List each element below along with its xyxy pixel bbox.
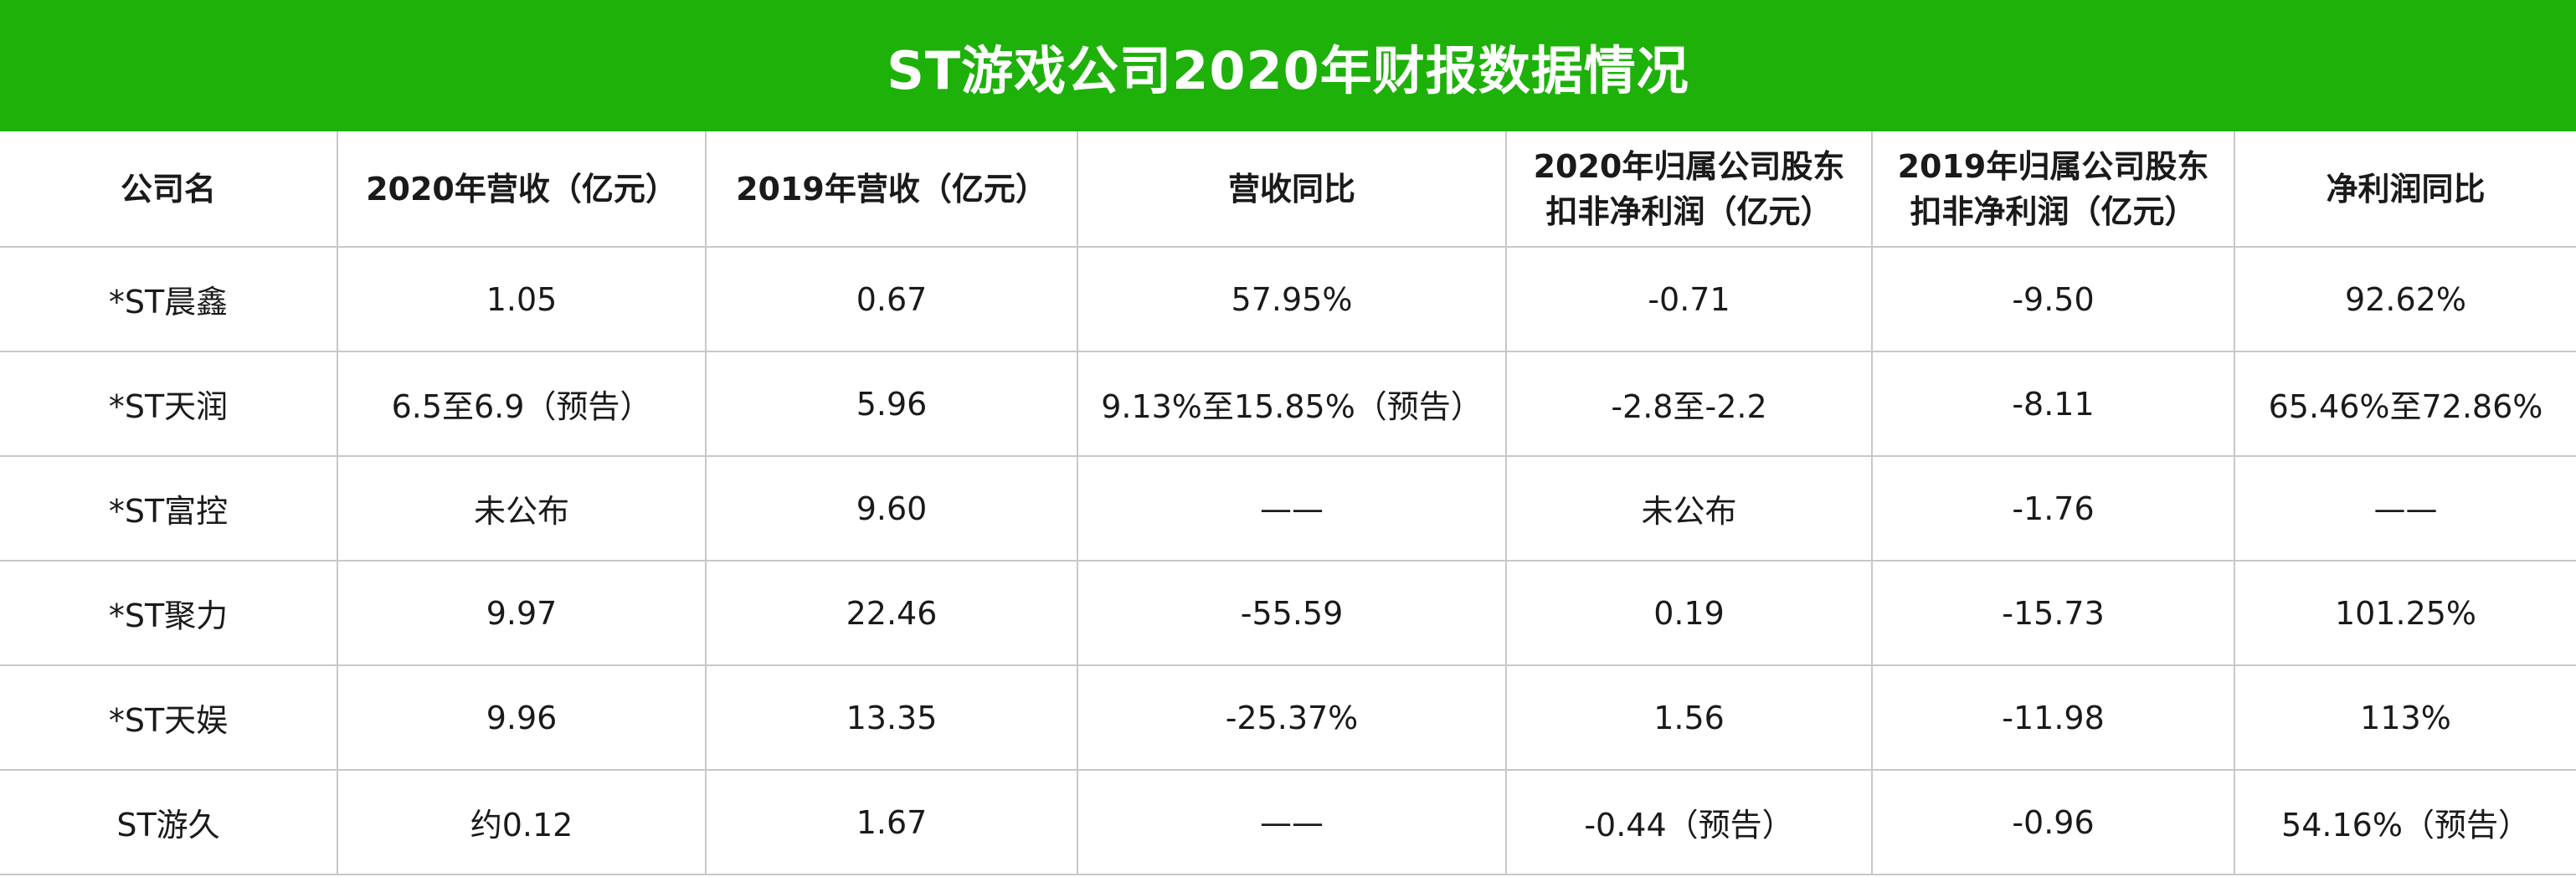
table-row: *ST聚力 9.97 22.46 -55.59 0.19 -15.73 101.… (0, 561, 2576, 666)
header-net-profit-2020: 2020年归属公司股东 扣非净利润（亿元） (1506, 131, 1873, 248)
header-net-profit-2019: 2019年归属公司股东 扣非净利润（亿元） (1872, 131, 2235, 248)
cell-net-profit-yoy: 54.16%（预告） (2234, 770, 2576, 875)
cell-revenue-yoy: -25.37% (1077, 665, 1507, 771)
cell-company-name: ST游久 (0, 770, 338, 875)
title-banner: ST游戏公司2020年财报数据情况 (0, 0, 2576, 131)
cell-revenue-yoy: —— (1077, 456, 1507, 562)
cell-revenue-2019: 1.67 (706, 770, 1078, 875)
cell-net-profit-yoy: 113% (2234, 665, 2576, 771)
table-row: *ST晨鑫 1.05 0.67 57.95% -0.71 -9.50 92.62… (0, 247, 2576, 352)
table-body: *ST晨鑫 1.05 0.67 57.95% -0.71 -9.50 92.62… (0, 247, 2576, 875)
cell-revenue-yoy: —— (1077, 770, 1507, 875)
table-row: ST游久 约0.12 1.67 —— -0.44（预告） -0.96 54.16… (0, 770, 2576, 875)
header-company-name: 公司名 (0, 131, 338, 248)
cell-net-profit-2020: 0.19 (1506, 561, 1873, 666)
cell-revenue-2019: 5.96 (706, 351, 1078, 457)
financial-report-table: 公司名 2020年营收（亿元） 2019年营收（亿元） 营收同比 2020年归属… (0, 131, 2576, 875)
cell-net-profit-yoy: —— (2234, 456, 2576, 562)
cell-net-profit-2019: -9.50 (1872, 247, 2235, 352)
cell-net-profit-2019: -1.76 (1872, 456, 2235, 562)
cell-company-name: *ST富控 (0, 456, 338, 562)
cell-net-profit-2019: -11.98 (1872, 665, 2235, 771)
cell-net-profit-2019: -0.96 (1872, 770, 2235, 875)
cell-revenue-2020: 9.96 (337, 665, 707, 771)
cell-net-profit-2020: 未公布 (1506, 456, 1873, 562)
cell-revenue-2020: 1.05 (337, 247, 707, 352)
cell-net-profit-2019: -15.73 (1872, 561, 2235, 666)
cell-revenue-yoy: 57.95% (1077, 247, 1507, 352)
table-row: *ST天娱 9.96 13.35 -25.37% 1.56 -11.98 113… (0, 665, 2576, 771)
cell-net-profit-2020: -0.44（预告） (1506, 770, 1873, 875)
cell-revenue-2020: 约0.12 (337, 770, 707, 875)
page-title: ST游戏公司2020年财报数据情况 (887, 39, 1689, 101)
cell-revenue-2019: 0.67 (706, 247, 1078, 352)
table-row: *ST天润 6.5至6.9（预告） 5.96 9.13%至15.85%（预告） … (0, 351, 2576, 457)
cell-revenue-2020: 未公布 (337, 456, 707, 562)
cell-revenue-2019: 13.35 (706, 665, 1078, 771)
cell-net-profit-yoy: 92.62% (2234, 247, 2576, 352)
cell-net-profit-2020: -0.71 (1506, 247, 1873, 352)
table-row: *ST富控 未公布 9.60 —— 未公布 -1.76 —— (0, 456, 2576, 562)
header-revenue-yoy: 营收同比 (1077, 131, 1507, 248)
cell-revenue-2020: 9.97 (337, 561, 707, 666)
header-revenue-2020: 2020年营收（亿元） (337, 131, 707, 248)
cell-revenue-2019: 22.46 (706, 561, 1078, 666)
cell-company-name: *ST晨鑫 (0, 247, 338, 352)
cell-net-profit-yoy: 65.46%至72.86% (2234, 351, 2576, 457)
cell-net-profit-yoy: 101.25% (2234, 561, 2576, 666)
cell-revenue-yoy: -55.59 (1077, 561, 1507, 666)
cell-revenue-2019: 9.60 (706, 456, 1078, 562)
header-row: 公司名 2020年营收（亿元） 2019年营收（亿元） 营收同比 2020年归属… (0, 131, 2576, 248)
cell-net-profit-2020: 1.56 (1506, 665, 1873, 771)
cell-revenue-2020: 6.5至6.9（预告） (337, 351, 707, 457)
cell-company-name: *ST天娱 (0, 665, 338, 771)
header-net-profit-yoy: 净利润同比 (2234, 131, 2576, 248)
cell-net-profit-2020: -2.8至-2.2 (1506, 351, 1873, 457)
header-revenue-2019: 2019年营收（亿元） (706, 131, 1078, 248)
cell-net-profit-2019: -8.11 (1872, 351, 2235, 457)
table-header: 公司名 2020年营收（亿元） 2019年营收（亿元） 营收同比 2020年归属… (0, 131, 2576, 248)
cell-company-name: *ST天润 (0, 351, 338, 457)
cell-company-name: *ST聚力 (0, 561, 338, 666)
cell-revenue-yoy: 9.13%至15.85%（预告） (1077, 351, 1507, 457)
